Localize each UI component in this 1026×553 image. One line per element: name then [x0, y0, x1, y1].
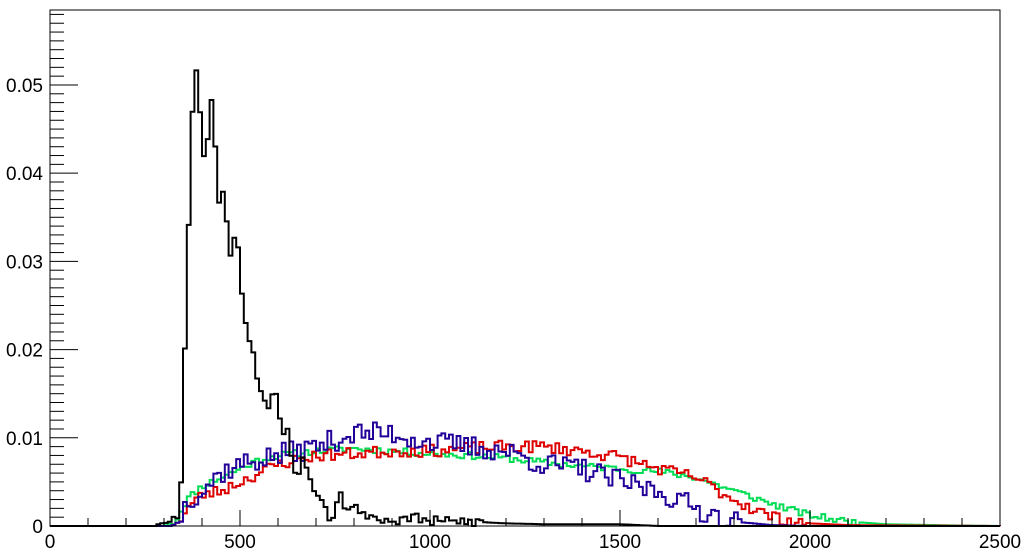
x-tick-label-2500: 2500: [979, 532, 1021, 553]
x-tick-label-2000: 2000: [789, 532, 831, 553]
y-tick-label-0.05: 0.05: [6, 76, 43, 97]
x-tick-label-1000: 1000: [409, 532, 451, 553]
histogram-series-1: [50, 439, 1001, 527]
y-tick-label-0.04: 0.04: [6, 164, 43, 185]
x-tick-label-500: 500: [224, 532, 256, 553]
tick-layer: [49, 13, 1001, 527]
y-tick-label-0.01: 0.01: [6, 429, 43, 450]
tick-label-layer: 0 500 1000 1500 2000 2500 0 0.01 0.02 0.…: [6, 76, 1021, 553]
plot-frame: [49, 9, 1001, 527]
y-tick-label-0: 0: [32, 517, 43, 538]
histogram-series-0: [50, 445, 1001, 527]
x-tick-label-0: 0: [45, 532, 56, 553]
x-tick-label-1500: 1500: [599, 532, 641, 553]
histogram-series-2: [50, 421, 1000, 527]
y-tick-label-0.03: 0.03: [6, 252, 43, 273]
series-layer: [50, 69, 1001, 527]
y-tick-label-0.02: 0.02: [6, 341, 43, 362]
